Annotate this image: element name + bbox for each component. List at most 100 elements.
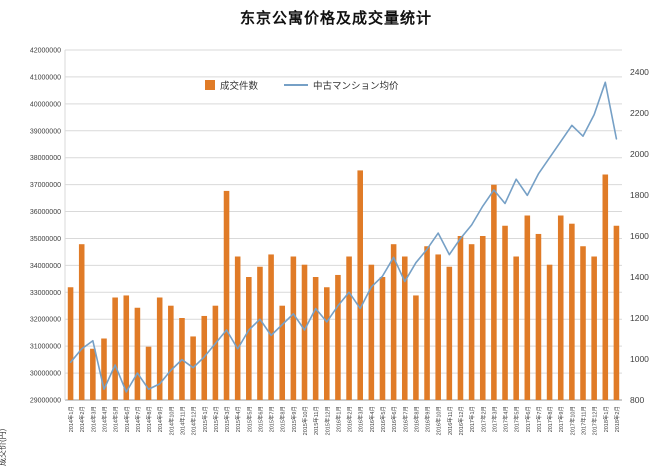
left-axis-title: 成交价(円) [0,428,7,466]
bar [479,236,486,400]
left-axis-tick-label: 34000000 [30,263,61,270]
x-axis-tick-label: 2017年4月 [502,406,510,432]
left-axis-tick-label: 40000000 [30,101,61,108]
bar [78,244,85,400]
right-axis-tick-label: 800 [630,395,644,405]
x-axis-tick-label: 2015年12月 [323,406,331,435]
bar [446,266,453,400]
bar [457,236,464,400]
line-series [69,81,618,393]
x-axis-tick-label: 2014年6月 [123,406,131,432]
x-axis-tick-label: 2014年7月 [134,406,142,432]
left-axis-tick-label: 33000000 [30,290,61,297]
bar [379,277,386,400]
x-axis-tick-label: 2015年10月 [301,406,309,435]
legend-item-bars: 成交件数 [205,78,258,92]
x-axis-tick-label: 2017年10月 [568,406,576,435]
x-axis-tick-label: 2016年5月 [379,406,387,432]
x-axis-tick-label: 2018年2月 [613,406,621,432]
bar [591,256,597,400]
x-axis-tick-label: 2015年3月 [223,406,231,432]
left-axis-tick-label: 38000000 [30,155,61,162]
left-axis-tick-label: 42000000 [30,48,61,55]
bar [156,297,163,400]
x-axis-tick-label: 2014年1月 [67,406,75,432]
bar [502,225,508,400]
x-axis-tick-label: 2015年11月 [312,406,320,435]
x-axis-tick-label: 2015年8月 [279,406,287,432]
x-axis-tick-label: 2016年3月 [357,406,365,432]
x-axis-tick-label: 2017年5月 [513,406,521,432]
bar [212,305,219,400]
x-axis-tick-label: 2016年10月 [435,406,443,435]
x-axis-tick-label: 2017年11月 [580,406,588,435]
x-axis-tick-label: 2016年4月 [368,406,376,432]
x-axis-tick-label: 2015年4月 [234,406,242,432]
right-axis-tick-label: 2400 [630,67,649,77]
x-axis-tick-label: 2014年2月 [78,406,86,432]
bar [368,264,375,400]
x-axis-tick-label: 2016年7月 [401,406,409,432]
bar [569,223,575,400]
left-axis-tick-label: 29000000 [30,398,61,405]
bar [101,338,107,400]
bar [301,264,308,400]
x-axis-tick-label: 2015年7月 [268,406,276,432]
x-axis-tick-label: 2014年10月 [167,406,175,435]
right-axis-tick-label: 2000 [630,149,649,159]
x-axis-tick-label: 2014年3月 [89,406,97,432]
x-axis-tick-label: 2017年2月 [479,406,487,432]
left-axis-tick-label: 36000000 [30,209,61,216]
x-axis-tick-label: 2017年9月 [557,406,565,432]
bar [435,254,441,400]
right-axis-tick-label: 2200 [630,108,649,118]
bar [357,170,363,400]
bar [279,305,286,400]
bar [613,225,620,400]
right-axis-tick-label: 1400 [630,272,649,282]
bar [234,256,241,400]
bar [123,295,130,400]
x-axis-tick-label: 2015年2月 [212,406,220,432]
bar [67,287,74,400]
x-axis-tick-label: 2017年3月 [490,406,498,432]
right-axis-tick-label: 1800 [630,190,649,200]
x-axis-tick-label: 2014年8月 [145,406,153,432]
bar [546,264,553,400]
x-axis-tick-label: 2017年12月 [591,406,599,435]
x-axis-tick-label: 2015年9月 [290,406,298,432]
bar [335,274,341,400]
bar [413,295,419,400]
right-axis-tick-label: 1200 [630,313,649,323]
x-axis-tick-label: 2014年9月 [156,406,164,432]
line-series-swatch [284,84,309,86]
chart-title: 东京公寓价格及成交量统计 [239,10,432,27]
bar [134,307,141,400]
bar [535,233,542,400]
bar [491,184,497,400]
bar [145,346,152,400]
bar [257,266,263,400]
left-axis-tick-label: 39000000 [30,128,61,135]
x-axis-tick-label: 2015年5月 [245,406,253,432]
x-axis-tick-label: 2018年1月 [602,406,610,432]
bar [468,244,475,400]
bar [324,287,330,400]
x-axis-tick-label: 2016年2月 [346,406,354,432]
bar [513,256,519,400]
legend-item-line: 中古マンション均价 [284,78,399,92]
legend-label-bars: 成交件数 [220,81,259,92]
x-axis-tick-label: 2016年1月 [334,406,342,432]
bar [424,246,430,400]
right-axis-tick-label: 1000 [630,354,649,364]
bar [90,348,96,400]
bar-series-swatch [205,80,215,90]
left-axis-tick-label: 35000000 [30,236,61,243]
bar [312,277,319,400]
bar [246,277,252,400]
bar [390,244,397,400]
x-axis-tick-label: 2017年6月 [524,406,532,432]
bar [524,215,531,400]
